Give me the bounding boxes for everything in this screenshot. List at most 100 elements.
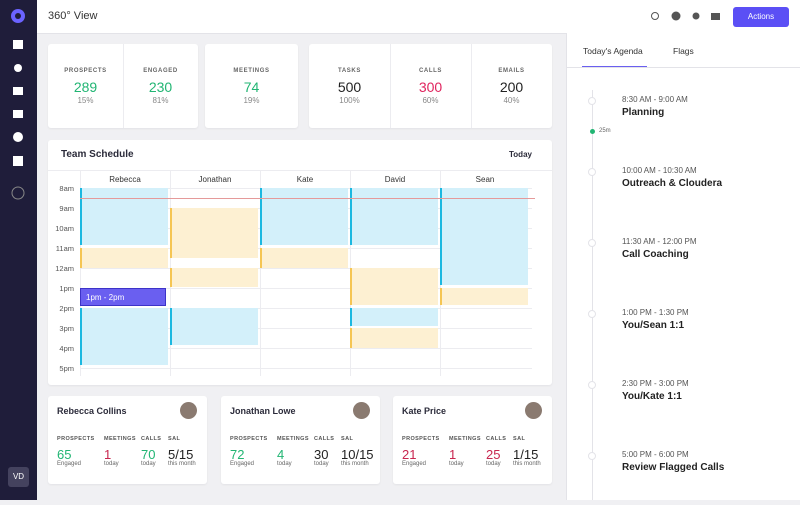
schedule-block[interactable] bbox=[350, 188, 438, 245]
person-column-label: David bbox=[384, 175, 406, 184]
check-icon[interactable] bbox=[13, 132, 23, 142]
person-stat-value: 1 bbox=[449, 447, 457, 462]
stat-label: PROSPECTS bbox=[64, 68, 107, 74]
person-stat-value: 5/15 bbox=[168, 447, 194, 462]
schedule-block[interactable] bbox=[260, 188, 348, 245]
schedule-block[interactable] bbox=[80, 248, 168, 268]
divider bbox=[471, 44, 472, 128]
stat-card: PROSPECTS 289 15% ENGAGED 230 81% bbox=[48, 44, 198, 128]
timeline-dot bbox=[588, 381, 596, 389]
header-icons bbox=[651, 11, 720, 21]
person-stat-sub: today bbox=[104, 461, 119, 467]
mail-icon[interactable] bbox=[711, 13, 720, 20]
schedule-block[interactable] bbox=[170, 268, 258, 287]
agenda-title[interactable]: Review Flagged Calls bbox=[622, 462, 725, 473]
board-icon[interactable] bbox=[13, 110, 23, 118]
avatar bbox=[525, 402, 542, 419]
person-stat-value: 65 bbox=[57, 447, 72, 462]
person-stat-label: PROSPECTS bbox=[230, 436, 268, 442]
stat-label: TASKS bbox=[338, 68, 361, 74]
person-stat-label: PROSPECTS bbox=[402, 436, 440, 442]
page-title: 360° View bbox=[48, 10, 98, 22]
actions-label: Actions bbox=[747, 12, 775, 21]
schedule-block[interactable] bbox=[170, 228, 258, 258]
timeline-dot bbox=[588, 97, 596, 105]
stat-pct: 40% bbox=[503, 96, 520, 105]
person-stat-sub: today bbox=[314, 461, 329, 467]
schedule-block[interactable] bbox=[350, 328, 438, 348]
logo-inner bbox=[15, 13, 21, 19]
people-icon[interactable] bbox=[14, 64, 22, 72]
person-column-label: Kate bbox=[296, 175, 314, 184]
schedule-block[interactable] bbox=[440, 188, 528, 285]
stat-card: MEETINGS 74 19% bbox=[205, 44, 298, 128]
person-name: Jonathan Lowe bbox=[230, 406, 296, 416]
hour-line bbox=[80, 368, 532, 369]
person-card: Kate Price PROSPECTS 21 Engaged MEETINGS 1 tod… bbox=[393, 396, 552, 484]
person-stat-sub: Engaged bbox=[402, 461, 427, 467]
person-stat-value: 4 bbox=[277, 447, 285, 462]
schedule-block[interactable] bbox=[260, 248, 348, 268]
hour-line bbox=[80, 328, 532, 329]
hour-label: 4pm bbox=[59, 344, 74, 353]
person-stat-label: SAL bbox=[168, 436, 181, 442]
actions-button[interactable]: Actions bbox=[733, 7, 789, 27]
schedule-block[interactable] bbox=[80, 308, 168, 365]
search-icon[interactable] bbox=[651, 12, 659, 20]
schedule-block[interactable] bbox=[80, 188, 168, 245]
now-label: 25m bbox=[599, 128, 611, 134]
stat-value: 289 bbox=[73, 79, 98, 95]
person-stat-value: 72 bbox=[230, 447, 245, 462]
timeline bbox=[592, 90, 593, 500]
agenda-time: 1:00 PM - 1:30 PM bbox=[622, 308, 689, 317]
schedule-block[interactable] bbox=[170, 208, 258, 228]
stat-pct: 60% bbox=[422, 96, 439, 105]
stat-value: 200 bbox=[499, 79, 524, 95]
chart-icon[interactable] bbox=[13, 156, 23, 166]
schedule-block[interactable] bbox=[440, 288, 528, 305]
agenda-title[interactable]: Call Coaching bbox=[622, 249, 689, 260]
schedule-block[interactable] bbox=[350, 308, 438, 326]
avatar bbox=[180, 402, 197, 419]
agenda-title[interactable]: You/Kate 1:1 bbox=[622, 391, 682, 402]
column-line bbox=[260, 171, 261, 376]
phone-icon[interactable] bbox=[692, 12, 700, 20]
help-icon[interactable] bbox=[671, 11, 681, 21]
agenda-title[interactable]: Planning bbox=[622, 107, 665, 118]
timeline-dot bbox=[588, 310, 596, 318]
person-name: Kate Price bbox=[402, 406, 447, 416]
new-event[interactable]: 1pm - 2pm bbox=[80, 288, 166, 306]
hour-label: 5pm bbox=[59, 364, 74, 373]
stat-value: 74 bbox=[243, 79, 260, 95]
timeline-dot bbox=[588, 168, 596, 176]
schedule-block[interactable] bbox=[350, 268, 438, 305]
download-icon[interactable] bbox=[11, 186, 25, 200]
stat-pct: 81% bbox=[152, 96, 169, 105]
hour-label: 3pm bbox=[59, 324, 74, 333]
briefcase-icon[interactable] bbox=[13, 87, 23, 95]
timeline-dot bbox=[588, 452, 596, 460]
agenda-tab[interactable]: Flags bbox=[673, 46, 694, 56]
person-stat-sub: today bbox=[449, 461, 464, 467]
person-stat-sub: this month bbox=[341, 461, 369, 467]
person-stat-label: MEETINGS bbox=[104, 436, 136, 442]
person-stat-value: 21 bbox=[402, 447, 417, 462]
agenda-title[interactable]: Outreach & Cloudera bbox=[622, 178, 723, 189]
home-icon[interactable] bbox=[13, 40, 23, 49]
person-name: Rebecca Collins bbox=[57, 406, 127, 416]
header: 360° View Actions bbox=[37, 0, 800, 34]
hour-label: 10am bbox=[55, 224, 74, 233]
schedule-block[interactable] bbox=[170, 308, 258, 345]
agenda-time: 5:00 PM - 6:00 PM bbox=[622, 450, 689, 459]
agenda-tab[interactable]: Today's Agenda bbox=[583, 46, 643, 56]
agenda-title[interactable]: You/Sean 1:1 bbox=[622, 320, 685, 331]
schedule-title: Team Schedule bbox=[61, 149, 134, 160]
column-line bbox=[80, 171, 81, 376]
tab-border bbox=[567, 67, 800, 68]
person-stat-value: 1 bbox=[104, 447, 112, 462]
user-badge[interactable]: VD bbox=[8, 467, 29, 487]
now-dot bbox=[590, 129, 595, 134]
schedule-range[interactable]: Today bbox=[509, 150, 532, 159]
hour-label: 8am bbox=[59, 184, 74, 193]
